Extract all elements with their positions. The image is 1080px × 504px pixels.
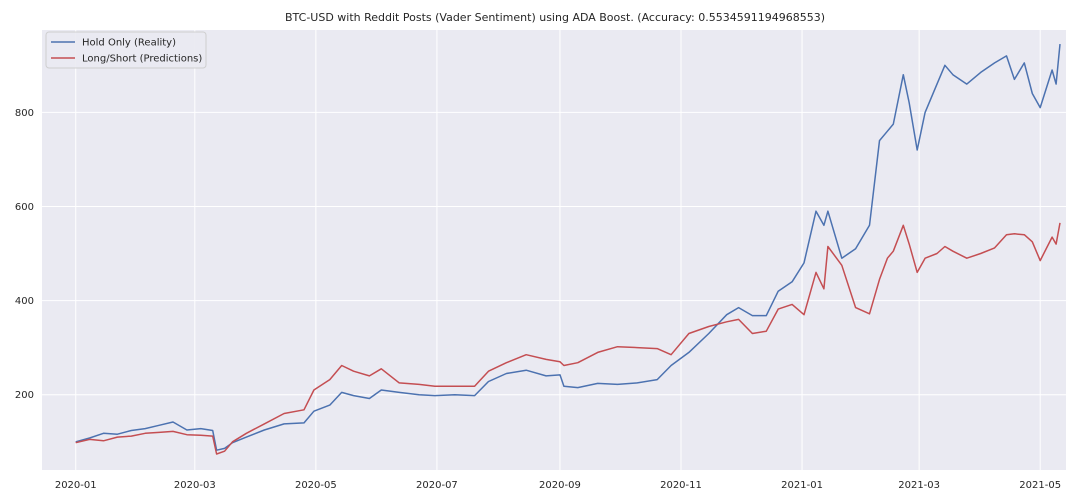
x-tick-label: 2020-03: [174, 480, 216, 491]
x-tick-label: 2021-01: [781, 480, 823, 491]
legend-label-hold: Hold Only (Reality): [82, 38, 176, 49]
series-line-long-short: [75, 222, 1061, 455]
y-tick-label: 800: [15, 108, 34, 119]
y-tick-labels: 200 400 600 800: [15, 108, 34, 401]
legend: Hold Only (Reality) Long/Short (Predicti…: [45, 31, 207, 69]
legend-box: [45, 31, 207, 69]
x-tick-label: 2020-07: [416, 480, 458, 491]
x-tick-labels: 2020-01 2020-03 2020-05 2020-07 2020-09 2020-…: [55, 480, 1061, 491]
legend-label-longshort: Long/Short (Predictions): [82, 54, 202, 65]
y-tick-label: 200: [15, 390, 34, 401]
x-tick-label: 2020-05: [295, 480, 337, 491]
x-tick-label: 2020-01: [55, 480, 97, 491]
chart-title: BTC-USD with Reddit Posts (Vader Sentime…: [285, 11, 825, 24]
x-tick-label: 2020-11: [660, 480, 702, 491]
x-tick-label: 2021-03: [898, 480, 940, 491]
plot-area: [42, 30, 1066, 470]
y-tick-label: 400: [15, 296, 34, 307]
y-tick-label: 600: [15, 202, 34, 213]
series-layer: [75, 44, 1061, 455]
x-tick-label: 2020-09: [539, 480, 581, 491]
x-tick-label: 2021-05: [1019, 480, 1061, 491]
